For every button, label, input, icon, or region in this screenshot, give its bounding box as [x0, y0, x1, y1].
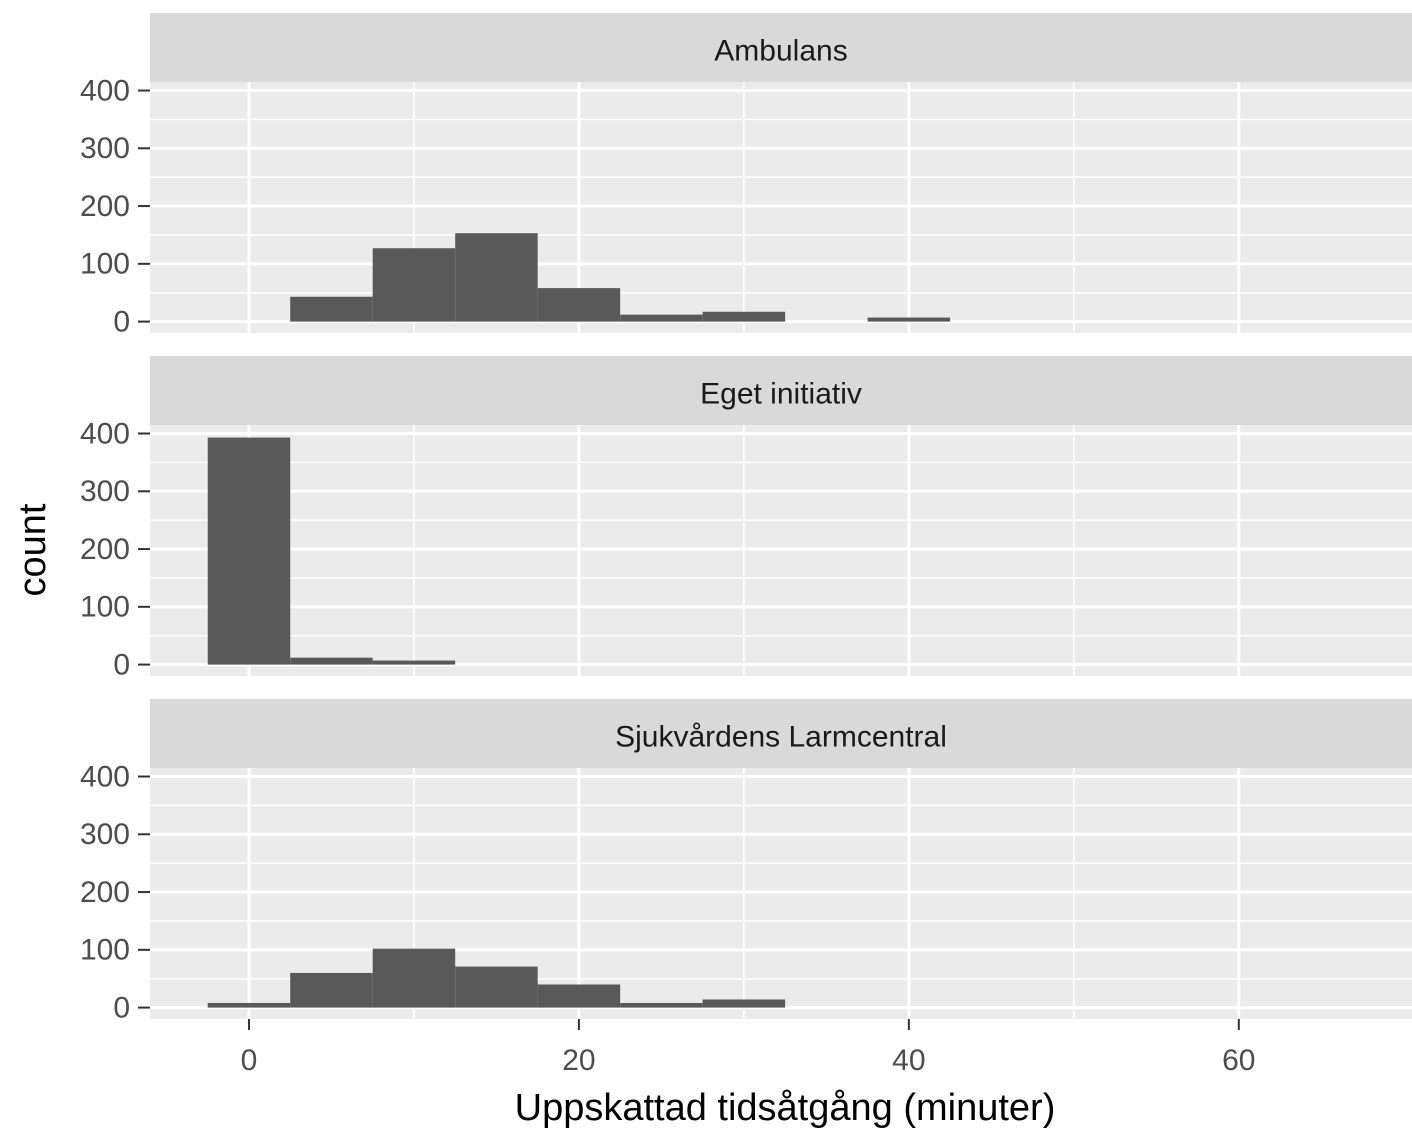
strip	[150, 699, 1412, 768]
histogram-bar	[537, 984, 621, 1008]
x-tick-label: 20	[562, 1044, 595, 1077]
x-axis-label: Uppskattad tidsåtgång (minuter)	[515, 1087, 1056, 1129]
x-tick-label: 40	[892, 1044, 925, 1077]
histogram-bar	[372, 948, 456, 1008]
y-tick-label: 200	[80, 533, 130, 566]
x-tick-label: 60	[1222, 1044, 1255, 1077]
histogram-bar	[372, 660, 456, 665]
strip-label: Ambulans	[714, 34, 847, 67]
histogram-bar	[702, 311, 786, 322]
y-tick-label: 0	[113, 649, 130, 682]
y-tick-label: 0	[113, 992, 130, 1025]
strip-label: Eget initiativ	[700, 377, 862, 410]
y-tick-label: 400	[80, 74, 130, 107]
y-axis-label: count	[12, 503, 54, 596]
y-tick-label: 300	[80, 132, 130, 165]
y-tick-label: 300	[80, 818, 130, 851]
strip	[150, 356, 1412, 425]
histogram-bar	[620, 314, 703, 322]
histogram-bar	[207, 437, 291, 665]
y-tick-label: 100	[80, 591, 130, 624]
histogram-bar	[455, 233, 538, 322]
y-tick-label: 400	[80, 760, 130, 793]
strip-label: Sjukvårdens Larmcentral	[615, 720, 947, 753]
histogram-bar	[867, 317, 951, 322]
histogram-bar	[702, 999, 786, 1008]
y-tick-label: 200	[80, 876, 130, 909]
y-tick-label: 300	[80, 475, 130, 508]
strip	[150, 13, 1412, 82]
x-tick-label: 0	[241, 1044, 258, 1077]
y-tick-label: 0	[113, 306, 130, 339]
histogram-bar	[455, 966, 538, 1008]
y-tick-label: 200	[80, 190, 130, 223]
y-tick-label: 100	[80, 934, 130, 967]
histogram-bar	[537, 288, 621, 322]
y-tick-label: 400	[80, 417, 130, 450]
histogram-bar	[290, 657, 373, 665]
histogram-bar	[207, 1002, 291, 1008]
histogram-bar	[290, 972, 373, 1008]
histogram-bar	[620, 1002, 703, 1008]
y-tick-label: 100	[80, 248, 130, 281]
histogram-bar	[372, 248, 456, 322]
histogram-bar	[290, 296, 373, 322]
